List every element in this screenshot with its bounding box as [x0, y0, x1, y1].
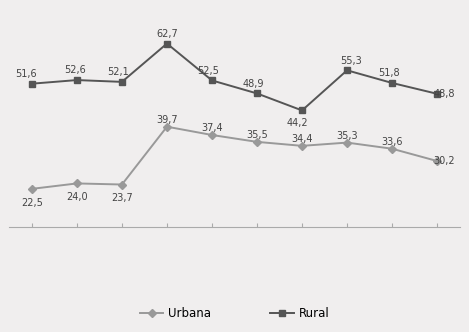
- Text: 44,2: 44,2: [287, 118, 309, 128]
- Text: 33,6: 33,6: [381, 137, 403, 147]
- Text: 37,4: 37,4: [201, 123, 223, 133]
- Text: 22,5: 22,5: [21, 198, 43, 208]
- Text: 48,9: 48,9: [242, 79, 264, 89]
- Text: 30,2: 30,2: [433, 156, 455, 166]
- Legend: Urbana, Rural: Urbana, Rural: [135, 302, 334, 324]
- Text: 24,0: 24,0: [66, 192, 88, 202]
- Text: 51,8: 51,8: [378, 68, 400, 78]
- Text: 55,3: 55,3: [340, 55, 362, 66]
- Text: 35,3: 35,3: [336, 131, 358, 141]
- Text: 35,5: 35,5: [246, 130, 268, 140]
- Text: 23,7: 23,7: [111, 194, 133, 204]
- Text: 48,8: 48,8: [433, 89, 455, 99]
- Text: 52,6: 52,6: [65, 65, 86, 75]
- Text: 52,5: 52,5: [197, 66, 219, 76]
- Text: 62,7: 62,7: [156, 29, 178, 39]
- Text: 52,1: 52,1: [107, 67, 129, 77]
- Text: 51,6: 51,6: [15, 69, 37, 79]
- Text: 39,7: 39,7: [156, 115, 178, 125]
- Text: 34,4: 34,4: [291, 134, 313, 144]
